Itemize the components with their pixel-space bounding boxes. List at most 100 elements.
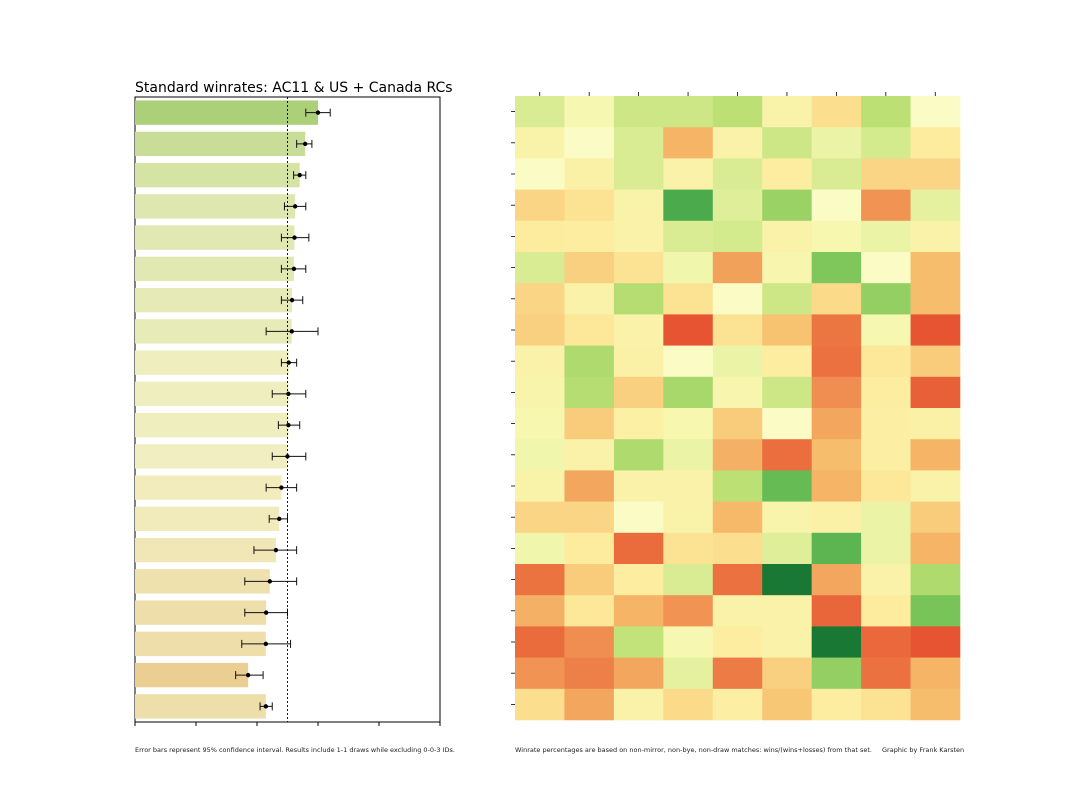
heatmap-cell [811,252,862,284]
winrate-point [289,297,295,303]
heatmap-cell [811,688,862,721]
heatmap-cell [910,345,961,378]
bar-rect [135,194,296,219]
heatmap-cell [515,439,565,471]
heatmap-cell [762,564,812,596]
heatmap-cell [712,314,763,346]
winrate-point [273,547,279,553]
heatmap-cell [515,408,565,440]
heatmap-cell [613,376,664,409]
heatmap-cell [564,501,615,534]
heatmap-cell [564,252,615,284]
heatmap-cell [762,345,812,378]
heatmap-cell [663,96,714,128]
heatmap-cell [613,657,664,690]
heatmap-cell [910,189,961,222]
heatmap-cell [910,688,961,721]
heatmap-cell [515,688,565,721]
heatmap-cell [564,439,615,471]
heatmap-cell [712,439,763,471]
winrate-point [267,579,273,584]
heatmap-cell [861,314,911,346]
heatmap-cell [515,657,565,690]
winrate-point [277,516,282,522]
heatmap-cell [910,127,961,159]
heatmap-cell [910,595,961,627]
heatmap-cell [910,532,961,565]
heatmap-cell [515,626,565,658]
heatmap-cell [515,564,565,596]
heatmap-cell [515,595,565,627]
heatmap-cell [564,220,615,253]
heatmap-cell [712,408,763,440]
heatmap-cell [564,532,615,565]
heatmap-cell [663,220,714,253]
heatmap-cell [762,626,812,658]
heatmap-cell [861,189,911,222]
heatmap-cell [811,127,862,159]
heatmap-cell [910,314,961,346]
winrate-point [292,204,298,209]
heatmap-cell [515,376,565,409]
heatmap-cell [712,345,763,378]
heatmap-cell [910,470,961,502]
heatmap-cell [910,252,961,284]
heatmap-cell [613,283,664,315]
heatmap-cell [515,345,565,378]
heatmap-cell [762,127,812,159]
heatmap-cell [762,470,812,502]
heatmap-cell [762,532,812,565]
bar-rect [135,537,276,563]
heatmap-cell [861,688,911,721]
heatmap-cell [811,532,862,565]
heatmap-cell [762,252,812,284]
heatmap-cell [910,439,961,471]
heatmap-cell [910,501,961,534]
bar-rect [135,694,266,719]
heatmap-cell [515,252,565,284]
heatmap-cell [613,96,664,128]
heatmap-cell [712,158,763,190]
winrate-point [286,422,291,428]
heatmap-cell [564,314,615,346]
heatmap-cell [811,283,862,315]
heatmap-cell [811,158,862,190]
winrate-point [302,141,308,147]
heatmap-cell [663,283,714,315]
heatmap-cell [613,439,664,471]
heatmap-cell [613,314,664,346]
heatmap-cell [712,376,763,409]
heatmap-cell [910,220,961,253]
heatmap-cell [811,564,862,596]
heatmap-cell [910,408,961,440]
heatmap-cell [564,626,615,658]
heatmap-cell [515,189,565,222]
winrate-point [292,235,297,240]
bar-rect [135,319,292,344]
heatmap-cell [910,626,961,658]
heatmap-cell [762,283,812,315]
heatmap-cell [762,158,812,190]
heatmap-cell [861,470,911,502]
bar-rect [135,350,289,375]
heatmap-cell [811,345,862,378]
heatmap-cell [712,470,763,502]
heatmap-cell [515,127,565,159]
heatmap-cell [861,408,911,440]
bar-chart [134,96,441,726]
heatmap-cell [663,439,714,471]
heatmap-cell [564,595,615,627]
heatmap-cell [613,158,664,190]
heatmap-cell [712,564,763,596]
heatmap-cell [515,532,565,565]
heatmap-cell [564,408,615,440]
heatmap-cell [613,189,664,222]
heatmap-cell [861,127,911,159]
heatmap-cell [515,314,565,346]
heatmap-cell [811,501,862,534]
bar-rect [135,444,288,469]
heatmap-cell [712,189,763,222]
heatmap-cell [613,501,664,534]
heatmap-cell [613,595,664,627]
heatmap-cell [663,408,714,440]
